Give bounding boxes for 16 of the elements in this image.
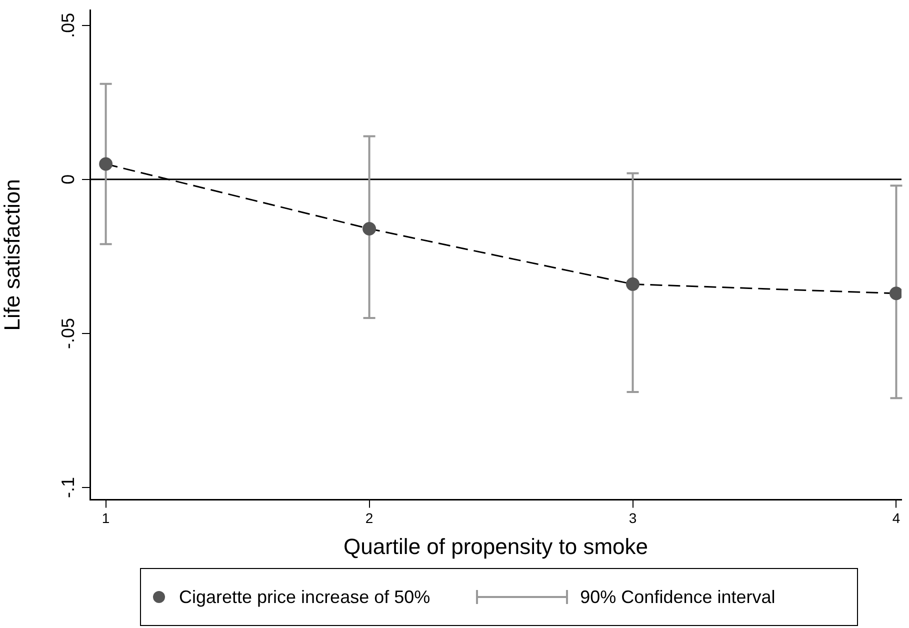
x-tick-label: 3 <box>628 510 637 526</box>
point <box>362 222 376 236</box>
x-tick-label: 1 <box>102 510 110 526</box>
legend-label: Cigarette price increase of 50% <box>179 586 430 608</box>
point <box>626 277 640 291</box>
point <box>889 286 902 300</box>
x-tick-label: 2 <box>365 510 374 526</box>
y-tick-label: 0 <box>58 174 78 184</box>
y-axis-title: Life satisfaction <box>0 179 24 331</box>
text: 90% Confidence interval <box>580 586 776 608</box>
x-tick-label: 4 <box>892 510 900 526</box>
y-tick-label: .05 <box>58 12 78 38</box>
y-tick-label: -.05 <box>58 318 78 349</box>
y-tick-label: -.1 <box>58 476 78 498</box>
point <box>99 157 113 171</box>
x-axis-title: Quartile of propensity to smoke <box>344 534 648 559</box>
